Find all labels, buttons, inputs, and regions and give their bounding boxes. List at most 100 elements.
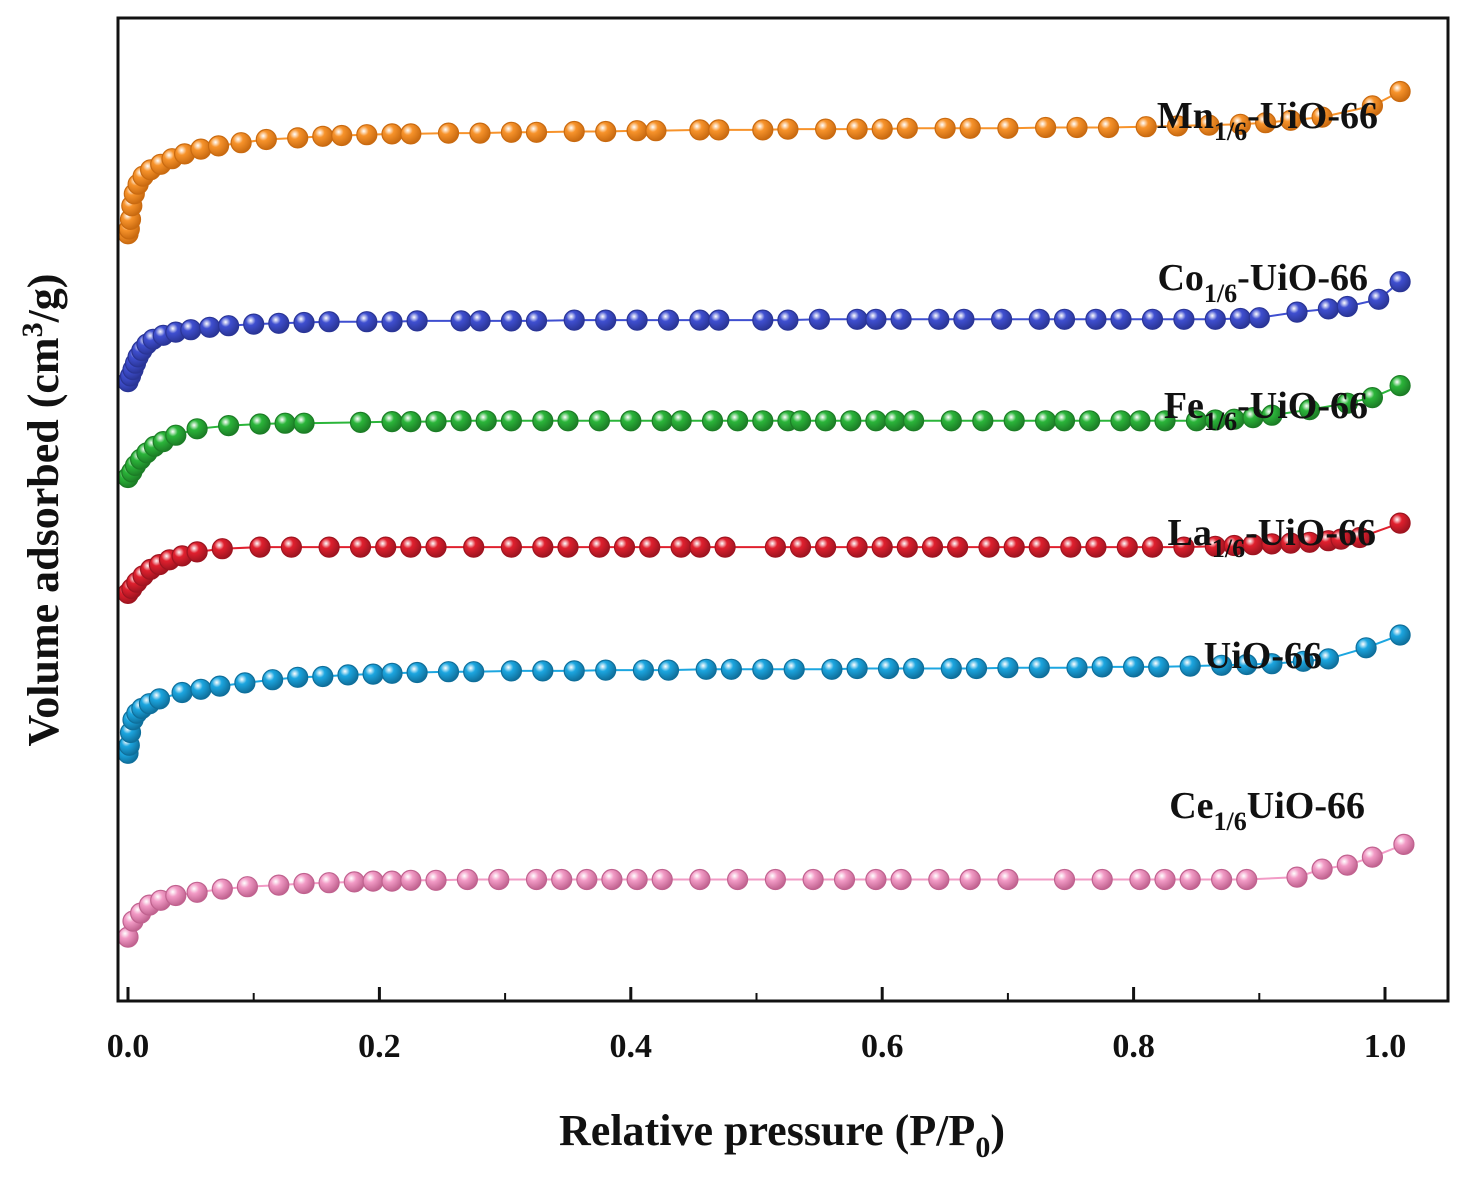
data-point [865, 308, 887, 330]
data-point [557, 536, 579, 558]
data-point [450, 410, 472, 432]
data-point [940, 410, 962, 432]
data-point [500, 660, 522, 682]
data-point [400, 411, 422, 433]
data-point [1028, 657, 1050, 679]
data-point [840, 410, 862, 432]
data-point [1198, 114, 1220, 136]
data-point [865, 868, 887, 891]
data-point [1085, 308, 1107, 330]
data-point [972, 410, 994, 432]
data-point [356, 124, 378, 146]
data-point [1148, 656, 1170, 678]
data-point [211, 878, 233, 900]
data-point [871, 536, 893, 558]
data-point [714, 536, 736, 558]
data-point [1286, 866, 1308, 888]
data-point [890, 868, 912, 891]
data-point [186, 881, 208, 903]
data-point [846, 118, 868, 140]
data-point [1292, 650, 1314, 672]
data-point [1261, 653, 1283, 675]
data-point [934, 117, 956, 139]
data-point [802, 868, 824, 891]
data-point [1254, 112, 1277, 134]
data-point [689, 309, 711, 331]
data-point [814, 536, 837, 558]
series-line-ce-uio-66 [127, 843, 1405, 938]
data-point [287, 127, 309, 149]
data-point [180, 319, 202, 341]
data-point [1122, 656, 1145, 678]
data-point [720, 658, 743, 680]
data-point [1141, 308, 1164, 330]
data-point [1311, 858, 1333, 880]
y-axis-title: Volume adsorbed (cm3/g) [16, 274, 68, 747]
data-point [362, 663, 384, 685]
data-point [190, 138, 212, 160]
data-point [1085, 536, 1107, 558]
data-point [343, 871, 365, 893]
data-point [708, 309, 730, 331]
data-point [525, 310, 548, 332]
data-point [1173, 536, 1195, 558]
data-point [463, 536, 485, 558]
x-axis-ticks: 0.0 0.2 0.4 0.6 0.8 1.0 [107, 987, 1406, 1065]
data-point [318, 536, 340, 558]
data-point [375, 536, 397, 558]
data-point [1154, 868, 1176, 891]
data-point [928, 868, 950, 891]
data-point [990, 308, 1013, 330]
data-point [670, 410, 692, 432]
data-point [689, 536, 711, 558]
data-point [978, 536, 1000, 558]
data-point [953, 308, 975, 330]
data-point [1355, 637, 1377, 659]
data-point [1336, 295, 1358, 318]
series-label: La1/6-UiO-66 [1168, 512, 1376, 563]
data-point [406, 661, 428, 684]
data-point [752, 410, 774, 432]
data-point [1173, 308, 1195, 330]
data-point [318, 311, 340, 333]
data-point [890, 308, 912, 330]
data-point [1286, 301, 1308, 323]
data-point [884, 410, 906, 432]
data-point [752, 658, 774, 680]
data-point [500, 121, 522, 143]
data-point [218, 415, 240, 437]
data-point [576, 868, 598, 891]
data-point [1210, 868, 1233, 891]
data-point [406, 310, 428, 332]
data-point [726, 868, 749, 891]
data-point [726, 410, 749, 432]
data-point [896, 536, 918, 558]
data-point [997, 657, 1019, 679]
data-point [1003, 410, 1025, 432]
data-point [1028, 308, 1050, 330]
data-point [871, 118, 893, 140]
data-point [1066, 657, 1088, 679]
data-point [456, 868, 478, 891]
data-point [626, 120, 648, 142]
data-point [1053, 308, 1076, 330]
data-point [695, 658, 717, 680]
data-point [1091, 868, 1113, 891]
data-point [1110, 308, 1132, 330]
data-point [902, 410, 925, 432]
data-point [651, 868, 673, 891]
data-point [588, 410, 611, 432]
data-point [1389, 624, 1411, 646]
data-point [846, 536, 868, 558]
data-point [846, 308, 868, 330]
data-point [437, 661, 460, 683]
data-point [595, 120, 617, 143]
data-point [236, 876, 258, 898]
data-point [469, 310, 491, 332]
data-point [337, 664, 359, 686]
data-point [209, 675, 231, 697]
data-point [1078, 410, 1101, 432]
data-point [1389, 271, 1411, 293]
data-point [965, 657, 988, 680]
data-point [186, 541, 208, 563]
